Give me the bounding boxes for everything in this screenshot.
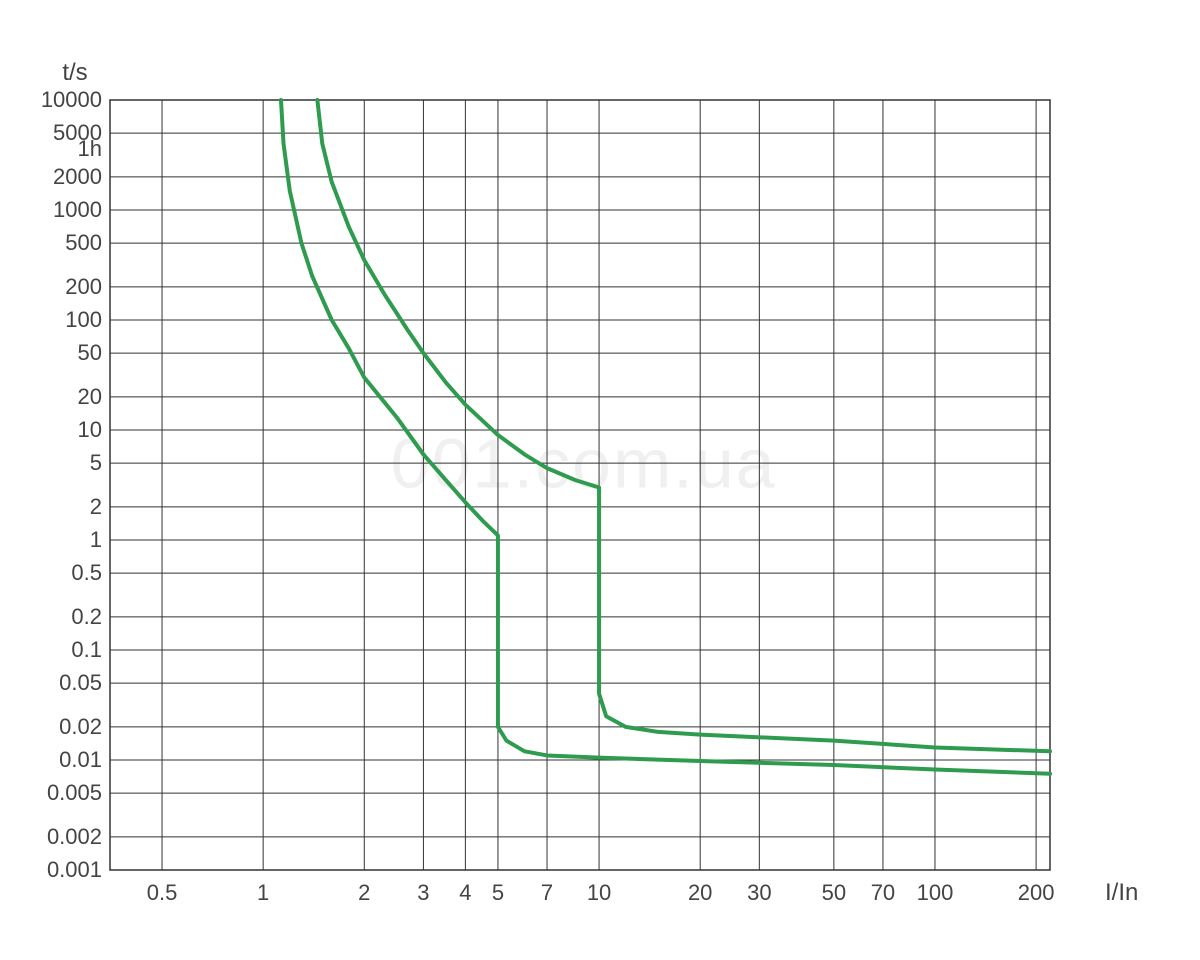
y-tick-label: 500 [65, 230, 102, 255]
y-tick-label: 10 [78, 417, 102, 442]
y-tick-label: 5 [90, 450, 102, 475]
y-tick-label: 1000 [53, 197, 102, 222]
x-tick-label: 100 [917, 880, 954, 905]
x-tick-label: 200 [1018, 880, 1055, 905]
trip-curve-chart: 001.com.ua0.0010.0020.0050.010.020.050.1… [0, 0, 1200, 960]
y-axis-title: t/s [62, 59, 87, 86]
y-tick-label: 20 [78, 384, 102, 409]
y-tick-label: 100 [65, 307, 102, 332]
x-tick-label: 4 [459, 880, 471, 905]
y-tick-label: 0.5 [71, 560, 102, 585]
x-tick-label: 20 [688, 880, 712, 905]
y-tick-label: 10000 [41, 87, 102, 112]
y-tick-label: 0.001 [47, 857, 102, 882]
x-axis-title: I/In [1105, 879, 1138, 906]
x-tick-label: 10 [587, 880, 611, 905]
x-tick-label: 30 [747, 880, 771, 905]
y-tick-label: 1 [90, 527, 102, 552]
y-tick-label: 2000 [53, 164, 102, 189]
x-tick-label: 5 [492, 880, 504, 905]
y-tick-label: 0.2 [71, 604, 102, 629]
x-tick-label: 50 [822, 880, 846, 905]
chart-svg: 001.com.ua0.0010.0020.0050.010.020.050.1… [0, 0, 1200, 960]
y-tick-label: 0.1 [71, 637, 102, 662]
y-tick-label-1h: 1h [78, 136, 102, 161]
y-tick-label: 200 [65, 274, 102, 299]
x-tick-label: 0.5 [147, 880, 178, 905]
x-tick-label: 2 [358, 880, 370, 905]
y-tick-label: 0.005 [47, 780, 102, 805]
x-tick-label: 70 [871, 880, 895, 905]
x-tick-label: 7 [541, 880, 553, 905]
y-tick-label: 0.02 [59, 714, 102, 739]
y-tick-label: 2 [90, 494, 102, 519]
y-tick-label: 0.01 [59, 747, 102, 772]
y-tick-label: 0.05 [59, 670, 102, 695]
x-tick-label: 1 [257, 880, 269, 905]
x-tick-label: 3 [417, 880, 429, 905]
y-tick-label: 50 [78, 340, 102, 365]
y-tick-label: 0.002 [47, 824, 102, 849]
